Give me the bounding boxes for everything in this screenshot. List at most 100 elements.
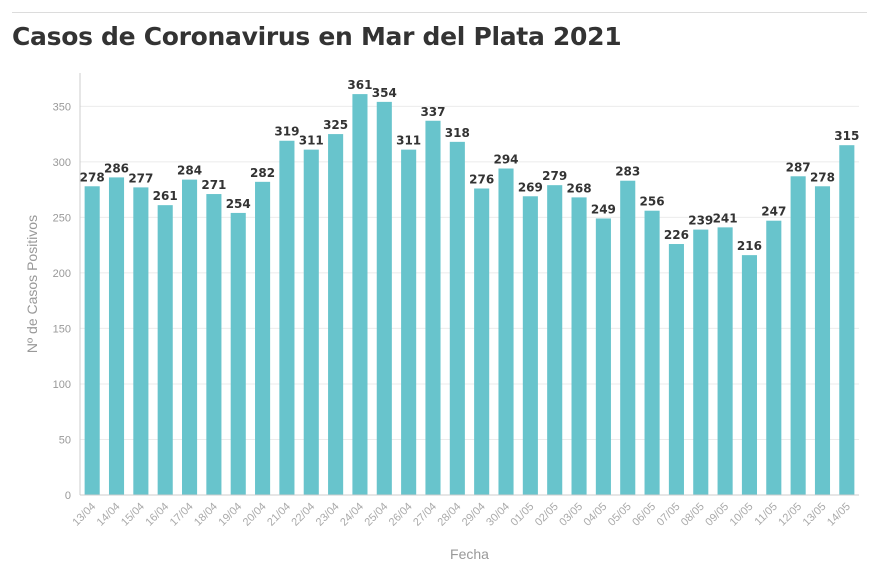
bar: [644, 210, 660, 495]
x-tick-label: 08/05: [679, 501, 707, 529]
x-tick-label: 17/04: [168, 501, 196, 529]
x-tick-label: 06/05: [630, 501, 658, 529]
x-tick-label: 03/05: [557, 501, 585, 529]
x-tick-label: 10/05: [728, 501, 756, 529]
data-labels: 2782862772612842712542823193113253613543…: [80, 78, 860, 253]
x-tick-label: 04/05: [582, 501, 610, 529]
data-label: 325: [323, 118, 348, 132]
bar: [620, 180, 636, 495]
data-label: 239: [688, 214, 713, 228]
data-label: 261: [153, 189, 178, 203]
bar: [401, 149, 417, 495]
x-tick-label: 28/04: [435, 501, 463, 529]
data-label: 319: [274, 125, 299, 139]
bar: [255, 181, 271, 495]
x-tick-label: 07/05: [655, 501, 683, 529]
x-tick-label: 22/04: [289, 501, 317, 529]
bar: [303, 149, 319, 495]
bar: [498, 168, 514, 496]
x-tick-label: 14/04: [95, 501, 123, 529]
data-label: 361: [347, 78, 372, 92]
y-tick-label: 250: [53, 212, 71, 224]
data-label: 284: [177, 164, 202, 178]
data-label: 282: [250, 166, 275, 180]
x-tick-label: 24/04: [338, 501, 366, 529]
data-label: 286: [104, 161, 129, 175]
y-axis-label: Nº de Casos Positivos: [24, 215, 40, 353]
bar: [741, 255, 757, 495]
data-label: 276: [469, 172, 494, 186]
data-label: 294: [493, 153, 518, 167]
y-tick-label: 200: [53, 268, 71, 280]
y-tick-label: 100: [53, 379, 71, 391]
data-label: 269: [518, 180, 543, 194]
y-tick-label: 300: [53, 157, 71, 169]
x-tick-label: 21/04: [265, 501, 293, 529]
x-tick-label: 29/04: [460, 501, 488, 529]
data-label: 278: [810, 170, 835, 184]
bar: [790, 176, 806, 496]
bar: [668, 244, 684, 495]
top-divider: [12, 12, 867, 13]
x-tick-label: 18/04: [192, 501, 220, 529]
x-tick-label: 26/04: [387, 501, 415, 529]
x-axis-label: Fecha: [450, 546, 489, 562]
data-label: 278: [80, 170, 105, 184]
bar: [595, 218, 611, 495]
data-label: 287: [786, 160, 811, 174]
x-tick-label: 01/05: [509, 501, 537, 529]
bar: [522, 196, 538, 495]
bar: [449, 141, 465, 495]
chart-title: Casos de Coronavirus en Mar del Plata 20…: [12, 22, 622, 51]
data-label: 283: [615, 165, 640, 179]
bar: [157, 205, 173, 495]
x-tick-label: 05/05: [606, 501, 634, 529]
x-axis-ticks: 13/0414/0415/0416/0417/0418/0419/0420/04…: [70, 501, 853, 529]
data-label: 247: [761, 205, 786, 219]
bar: [133, 187, 149, 495]
bar: [328, 134, 344, 495]
bar: [230, 212, 246, 495]
y-tick-label: 50: [59, 434, 71, 446]
x-tick-label: 14/05: [825, 501, 853, 529]
x-tick-label: 27/04: [411, 501, 439, 529]
x-tick-label: 19/04: [216, 501, 244, 529]
bar: [839, 145, 855, 495]
bar: [814, 186, 831, 495]
x-tick-label: 11/05: [753, 501, 780, 528]
bar: [108, 177, 125, 496]
x-tick-label: 16/04: [143, 501, 171, 529]
y-tick-label: 150: [53, 323, 71, 335]
y-tick-label: 0: [65, 490, 71, 502]
data-label: 354: [372, 86, 397, 100]
data-label: 311: [299, 134, 324, 148]
x-tick-label: 13/04: [70, 501, 98, 529]
x-tick-label: 13/05: [801, 501, 829, 529]
bar: [693, 229, 709, 495]
bar: [84, 186, 100, 495]
x-tick-label: 12/05: [776, 501, 804, 529]
data-label: 315: [834, 129, 859, 143]
data-label: 241: [713, 211, 738, 225]
x-tick-label: 30/04: [484, 501, 512, 529]
data-label: 268: [567, 181, 592, 195]
bar: [717, 227, 733, 495]
bar: [376, 101, 392, 495]
y-axis-ticks: 0 50 100 150 200 250 300 350: [53, 101, 71, 502]
data-label: 337: [420, 105, 445, 119]
data-label: 311: [396, 134, 421, 148]
data-label: 226: [664, 228, 689, 242]
x-tick-label: 15/04: [119, 501, 147, 529]
x-tick-label: 09/05: [703, 501, 731, 529]
bar: [766, 220, 782, 495]
bar: [206, 194, 222, 495]
bars: [84, 94, 855, 496]
bar: [182, 179, 198, 495]
data-label: 254: [226, 197, 251, 211]
bar: [352, 94, 368, 495]
x-tick-label: 20/04: [241, 501, 269, 529]
data-label: 318: [445, 126, 470, 140]
data-label: 249: [591, 202, 616, 216]
bar: [571, 197, 587, 495]
